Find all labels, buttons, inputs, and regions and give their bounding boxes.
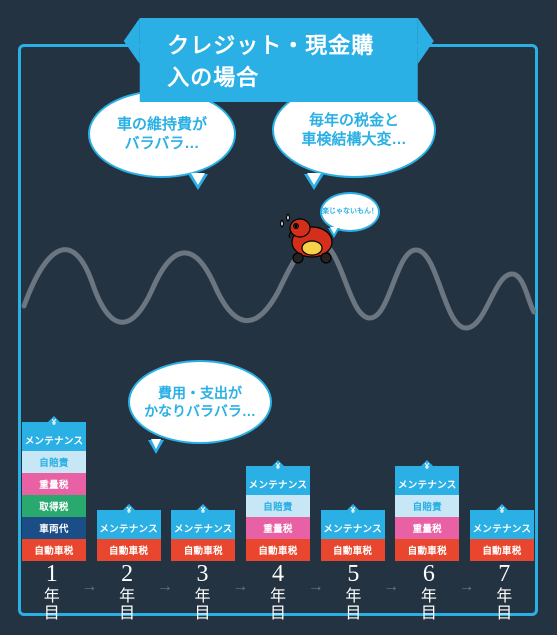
segment-自賠責: 自賠責 <box>246 495 310 517</box>
segment-メンテナンス: メンテナンス <box>395 473 459 495</box>
yen-cap-icon: ¥ <box>171 504 235 518</box>
svg-text:¥: ¥ <box>350 506 355 515</box>
x-label-year-3: 3年目 <box>173 561 232 623</box>
x-label-unit: 年 <box>119 588 135 606</box>
x-label-number: 5 <box>347 561 359 587</box>
x-label-unit: 年 <box>44 588 60 606</box>
segment-自賠責: 自賠責 <box>395 495 459 517</box>
x-label-year-5: 5年目 <box>324 561 383 623</box>
x-label-unit: 目 <box>421 605 437 623</box>
bar-year-2: ¥ メンテナンス自動車税 <box>97 504 161 561</box>
yen-cap-icon: ¥ <box>321 504 385 518</box>
segment-車両代: 車両代 <box>22 517 86 539</box>
x-label-number: 2 <box>121 561 133 587</box>
bar-year-6: ¥ メンテナンス自賠責重量税自動車税 <box>395 460 459 561</box>
bubble-maintenance-line2: バラバラ… <box>125 134 200 154</box>
yen-cap-icon: ¥ <box>246 460 310 474</box>
segment-自賠責: 自賠責 <box>22 451 86 473</box>
yen-cap-icon: ¥ <box>22 416 86 430</box>
bar-year-4: ¥ メンテナンス自賠責重量税自動車税 <box>246 460 310 561</box>
arrow-icon: → <box>459 578 475 606</box>
arrow-icon: → <box>383 578 399 606</box>
segment-メンテナンス: メンテナンス <box>22 429 86 451</box>
title-ribbon: クレジット・現金購入の場合 <box>139 18 418 102</box>
bubble-maintenance: 車の維持費が バラバラ… <box>88 90 236 178</box>
bubble-small-text: 楽じゃないもん！ <box>322 207 378 216</box>
x-label-unit: 目 <box>44 605 60 623</box>
segment-取得税: 取得税 <box>22 495 86 517</box>
svg-text:¥: ¥ <box>276 462 281 471</box>
segment-自動車税: 自動車税 <box>22 539 86 561</box>
x-label-unit: 年 <box>270 588 286 606</box>
x-label-unit: 目 <box>270 605 286 623</box>
title-text: クレジット・現金購入の場合 <box>167 33 374 90</box>
bubble-cost-line1: 費用・支出が <box>158 384 242 402</box>
bubble-tax-line2: 車検結構大変… <box>301 130 406 150</box>
bubble-tail <box>188 174 208 190</box>
segment-自動車税: 自動車税 <box>246 539 310 561</box>
bubble-tail <box>304 174 324 190</box>
bubble-tail <box>328 228 340 238</box>
segment-メンテナンス: メンテナンス <box>246 473 310 495</box>
x-label-unit: 年 <box>195 588 211 606</box>
arrow-icon: → <box>81 578 97 606</box>
svg-text:¥: ¥ <box>425 462 430 471</box>
svg-text:¥: ¥ <box>201 506 206 515</box>
x-label-unit: 目 <box>195 605 211 623</box>
svg-text:¥: ¥ <box>126 506 131 515</box>
segment-自動車税: 自動車税 <box>395 539 459 561</box>
arrow-icon: → <box>157 578 173 606</box>
svg-text:¥: ¥ <box>500 506 505 515</box>
bubble-maintenance-line1: 車の維持費が <box>117 115 207 135</box>
segment-自動車税: 自動車税 <box>171 539 235 561</box>
segment-自動車税: 自動車税 <box>321 539 385 561</box>
x-label-number: 6 <box>423 561 435 587</box>
segment-重量税: 重量税 <box>246 517 310 539</box>
bar-year-1: ¥ メンテナンス自賠責重量税取得税車両代自動車税 <box>22 416 86 561</box>
segment-メンテナンス: メンテナンス <box>321 517 385 539</box>
x-label-unit: 目 <box>496 605 512 623</box>
x-label-year-4: 4年目 <box>248 561 307 623</box>
segment-メンテナンス: メンテナンス <box>470 517 534 539</box>
segment-自動車税: 自動車税 <box>97 539 161 561</box>
bar-year-3: ¥ メンテナンス自動車税 <box>171 504 235 561</box>
segment-重量税: 重量税 <box>395 517 459 539</box>
x-label-unit: 年 <box>345 588 361 606</box>
x-label-year-7: 7年目 <box>475 561 534 623</box>
segment-メンテナンス: メンテナンス <box>171 517 235 539</box>
x-label-number: 3 <box>197 561 209 587</box>
x-axis: 1年目→2年目→3年目→4年目→5年目→6年目→7年目 <box>22 561 534 623</box>
x-label-unit: 年 <box>421 588 437 606</box>
yen-cap-icon: ¥ <box>395 460 459 474</box>
bubble-tax-line1: 毎年の税金と <box>309 111 399 131</box>
x-label-unit: 目 <box>119 605 135 623</box>
segment-自動車税: 自動車税 <box>470 539 534 561</box>
x-label-year-6: 6年目 <box>399 561 458 623</box>
x-label-year-2: 2年目 <box>97 561 156 623</box>
bubble-cost: 費用・支出が かなりバラバラ… <box>128 360 272 444</box>
x-label-number: 4 <box>272 561 284 587</box>
arrow-icon: → <box>308 578 324 606</box>
x-label-year-1: 1年目 <box>22 561 81 623</box>
bar-year-5: ¥ メンテナンス自動車税 <box>321 504 385 561</box>
bubble-small: 楽じゃないもん！ <box>320 192 380 232</box>
bubble-tail <box>148 440 164 454</box>
bubble-cost-line2: かなりバラバラ… <box>144 402 256 420</box>
arrow-icon: → <box>232 578 248 606</box>
yen-cap-icon: ¥ <box>470 504 534 518</box>
stacked-bar-chart: ¥メンテナンス自賠責重量税取得税車両代自動車税¥メンテナンス自動車税¥メンテナン… <box>22 416 534 561</box>
segment-重量税: 重量税 <box>22 473 86 495</box>
x-label-unit: 目 <box>345 605 361 623</box>
bar-year-7: ¥ メンテナンス自動車税 <box>470 504 534 561</box>
svg-text:¥: ¥ <box>52 418 57 427</box>
x-label-number: 1 <box>46 561 58 587</box>
x-label-unit: 年 <box>496 588 512 606</box>
segment-メンテナンス: メンテナンス <box>97 517 161 539</box>
x-label-number: 7 <box>498 561 510 587</box>
yen-cap-icon: ¥ <box>97 504 161 518</box>
